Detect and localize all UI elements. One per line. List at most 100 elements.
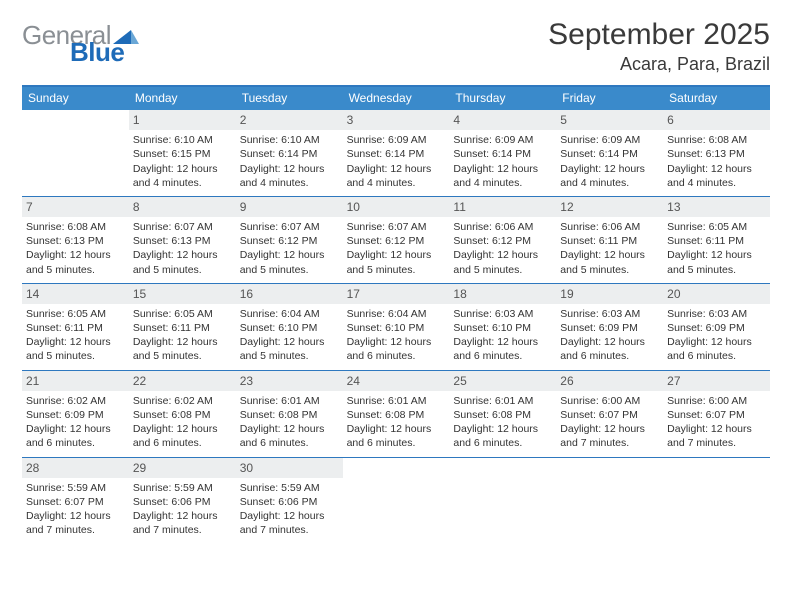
sunset-line: Sunset: 6:12 PM <box>453 234 552 248</box>
sunset-line: Sunset: 6:07 PM <box>26 495 125 509</box>
day-number: 24 <box>343 371 450 391</box>
day-cell: 9Sunrise: 6:07 AMSunset: 6:12 PMDaylight… <box>236 197 343 283</box>
day-cell: 3Sunrise: 6:09 AMSunset: 6:14 PMDaylight… <box>343 110 450 196</box>
day-cell: 4Sunrise: 6:09 AMSunset: 6:14 PMDaylight… <box>449 110 556 196</box>
daylight-line-1: Daylight: 12 hours <box>347 335 446 349</box>
day-number: 13 <box>663 197 770 217</box>
sunrise-line: Sunrise: 5:59 AM <box>240 481 339 495</box>
weekday-header: Friday <box>556 87 663 110</box>
daylight-line-2: and 5 minutes. <box>240 349 339 363</box>
day-number: 9 <box>236 197 343 217</box>
sunrise-line: Sunrise: 6:09 AM <box>560 133 659 147</box>
day-cell: 7Sunrise: 6:08 AMSunset: 6:13 PMDaylight… <box>22 197 129 283</box>
daylight-line-2: and 5 minutes. <box>560 263 659 277</box>
sunrise-line: Sunrise: 6:00 AM <box>667 394 766 408</box>
daylight-line-1: Daylight: 12 hours <box>347 422 446 436</box>
day-number: 22 <box>129 371 236 391</box>
daylight-line-1: Daylight: 12 hours <box>560 162 659 176</box>
sunrise-line: Sunrise: 6:08 AM <box>26 220 125 234</box>
day-number: 27 <box>663 371 770 391</box>
sunrise-line: Sunrise: 6:05 AM <box>26 307 125 321</box>
sunset-line: Sunset: 6:09 PM <box>26 408 125 422</box>
daylight-line-2: and 6 minutes. <box>453 436 552 450</box>
day-cell: 13Sunrise: 6:05 AMSunset: 6:11 PMDayligh… <box>663 197 770 283</box>
day-number: 2 <box>236 110 343 130</box>
daylight-line-2: and 6 minutes. <box>240 436 339 450</box>
day-number: 12 <box>556 197 663 217</box>
day-cell: 25 Sunrise: 6:01 AMSunset: 6:08 PMDayligh… <box>449 371 556 457</box>
daylight-line-1: Daylight: 12 hours <box>133 509 232 523</box>
daylight-line-1: Daylight: 12 hours <box>453 422 552 436</box>
sunrise-line: Sunrise: 6:09 AM <box>453 133 552 147</box>
day-cell: 11Sunrise: 6:06 AMSunset: 6:12 PMDayligh… <box>449 197 556 283</box>
sunset-line: Sunset: 6:11 PM <box>133 321 232 335</box>
daylight-line-2: and 4 minutes. <box>453 176 552 190</box>
day-cell: 8Sunrise: 6:07 AMSunset: 6:13 PMDaylight… <box>129 197 236 283</box>
sunset-line: Sunset: 6:10 PM <box>453 321 552 335</box>
sunset-line: Sunset: 6:06 PM <box>133 495 232 509</box>
brand-logo: GeneralBlue <box>22 24 139 65</box>
day-cell: 6Sunrise: 6:08 AMSunset: 6:13 PMDaylight… <box>663 110 770 196</box>
sunrise-line: Sunrise: 6:03 AM <box>560 307 659 321</box>
day-cell: 20Sunrise: 6:03 AMSunset: 6:09 PMDayligh… <box>663 284 770 370</box>
sunset-line: Sunset: 6:07 PM <box>560 408 659 422</box>
daylight-line-2: and 6 minutes. <box>667 349 766 363</box>
sunset-line: Sunset: 6:08 PM <box>133 408 232 422</box>
sunrise-line: Sunrise: 6:06 AM <box>453 220 552 234</box>
day-cell: 22Sunrise: 6:02 AMSunset: 6:08 PMDayligh… <box>129 371 236 457</box>
day-cell: 15Sunrise: 6:05 AMSunset: 6:11 PMDayligh… <box>129 284 236 370</box>
sunset-line: Sunset: 6:14 PM <box>453 147 552 161</box>
daylight-line-1: Daylight: 12 hours <box>560 248 659 262</box>
day-number: 10 <box>343 197 450 217</box>
sunset-line: Sunset: 6:11 PM <box>667 234 766 248</box>
daylight-line-1: Daylight: 12 hours <box>133 248 232 262</box>
day-number: 4 <box>449 110 556 130</box>
sunrise-line: Sunrise: 6:07 AM <box>240 220 339 234</box>
day-cell: 17Sunrise: 6:04 AMSunset: 6:10 PMDayligh… <box>343 284 450 370</box>
day-cell: 19Sunrise: 6:03 AMSunset: 6:09 PMDayligh… <box>556 284 663 370</box>
sunrise-line: Sunrise: 6:10 AM <box>133 133 232 147</box>
sunrise-line: Sunrise: 6:03 AM <box>667 307 766 321</box>
daylight-line-1: Daylight: 12 hours <box>667 422 766 436</box>
daylight-line-1: Daylight: 12 hours <box>667 335 766 349</box>
week-row: 28Sunrise: 5:59 AMSunset: 6:07 PMDayligh… <box>22 457 770 544</box>
sunset-line: Sunset: 6:12 PM <box>240 234 339 248</box>
sunset-line: Sunset: 6:13 PM <box>133 234 232 248</box>
weekday-header: Monday <box>129 87 236 110</box>
day-cell-empty: . <box>22 110 129 196</box>
calendar: SundayMondayTuesdayWednesdayThursdayFrid… <box>22 85 770 543</box>
sunset-line: Sunset: 6:11 PM <box>560 234 659 248</box>
day-number: 5 <box>556 110 663 130</box>
sunrise-line: Sunrise: 6:06 AM <box>560 220 659 234</box>
sunrise-line: Sunrise: 6:01 AM <box>453 394 552 408</box>
sunset-line: Sunset: 6:08 PM <box>347 408 446 422</box>
sunset-line: Sunset: 6:14 PM <box>240 147 339 161</box>
sunrise-line: Sunrise: 6:07 AM <box>133 220 232 234</box>
weekday-header: Sunday <box>22 87 129 110</box>
day-number: 25 <box>449 371 556 391</box>
daylight-line-1: Daylight: 12 hours <box>26 248 125 262</box>
week-row: 14Sunrise: 6:05 AMSunset: 6:11 PMDayligh… <box>22 283 770 370</box>
day-cell: 18Sunrise: 6:03 AMSunset: 6:10 PMDayligh… <box>449 284 556 370</box>
daylight-line-2: and 7 minutes. <box>667 436 766 450</box>
sunrise-line: Sunrise: 6:05 AM <box>133 307 232 321</box>
day-number: 16 <box>236 284 343 304</box>
sunrise-line: Sunrise: 6:01 AM <box>240 394 339 408</box>
day-cell: 12 Sunrise: 6:06 AMSunset: 6:11 PMDayligh… <box>556 197 663 283</box>
weekday-header: Thursday <box>449 87 556 110</box>
day-number: 26 <box>556 371 663 391</box>
daylight-line-1: Daylight: 12 hours <box>240 335 339 349</box>
sunset-line: Sunset: 6:08 PM <box>453 408 552 422</box>
sunset-line: Sunset: 6:09 PM <box>667 321 766 335</box>
day-cell-empty: . <box>556 458 663 544</box>
sunrise-line: Sunrise: 6:09 AM <box>347 133 446 147</box>
daylight-line-1: Daylight: 12 hours <box>133 422 232 436</box>
daylight-line-1: Daylight: 12 hours <box>560 422 659 436</box>
daylight-line-1: Daylight: 12 hours <box>347 162 446 176</box>
daylight-line-1: Daylight: 12 hours <box>240 509 339 523</box>
day-cell: 21Sunrise: 6:02 AMSunset: 6:09 PMDayligh… <box>22 371 129 457</box>
day-cell: 14Sunrise: 6:05 AMSunset: 6:11 PMDayligh… <box>22 284 129 370</box>
day-number: 15 <box>129 284 236 304</box>
sunset-line: Sunset: 6:15 PM <box>133 147 232 161</box>
day-cell: 26Sunrise: 6:00 AMSunset: 6:07 PMDayligh… <box>556 371 663 457</box>
